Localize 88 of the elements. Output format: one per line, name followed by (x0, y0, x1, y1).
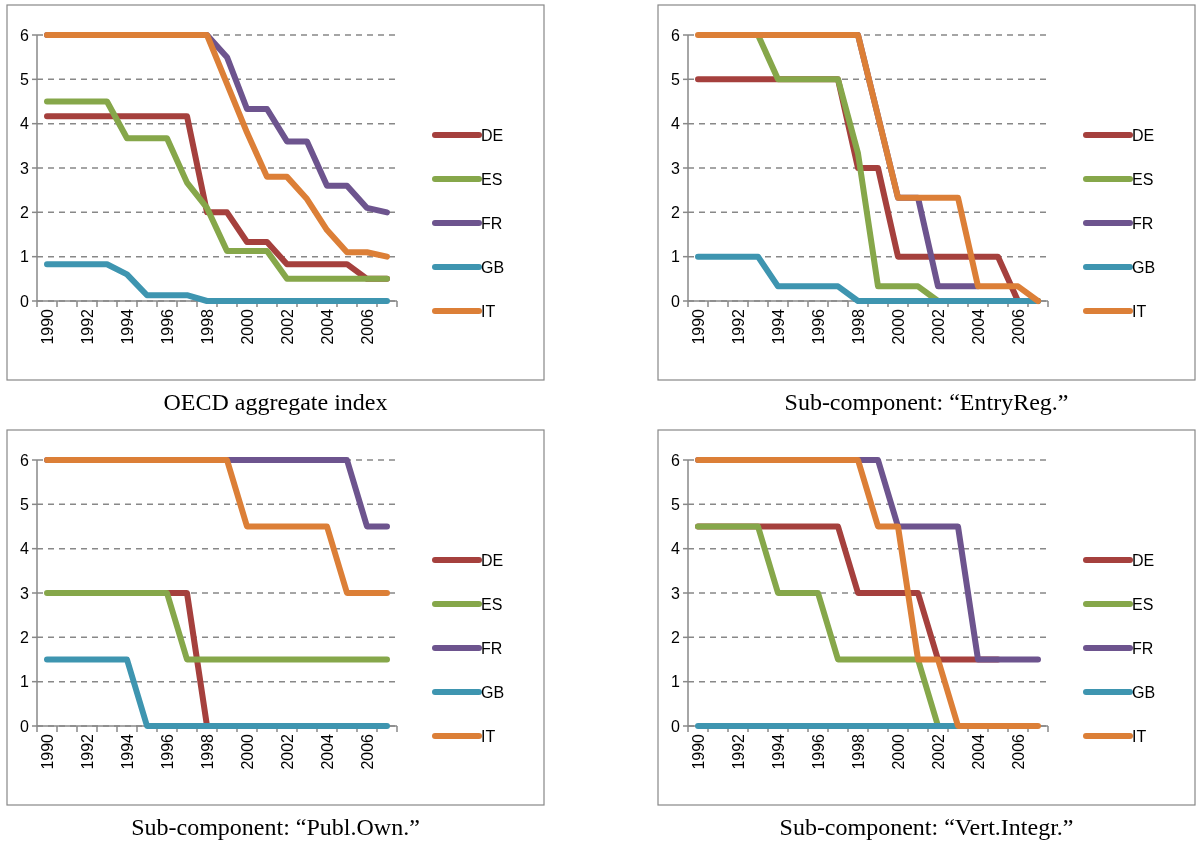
y-tick-label: 1 (671, 248, 681, 266)
x-tick-label: 1994 (769, 733, 787, 770)
legend-label: ES (1132, 595, 1154, 613)
x-tick-label: 1994 (118, 733, 136, 770)
x-tick-label: 1992 (729, 733, 747, 770)
x-tick-label: 2002 (929, 308, 947, 345)
x-tick-label: 1994 (118, 308, 136, 345)
legend-label: GB (1132, 258, 1156, 276)
y-tick-label: 6 (671, 26, 681, 44)
x-tick-label: 1992 (78, 308, 96, 345)
x-tick-label: 2000 (889, 733, 907, 770)
y-tick-label: 0 (671, 292, 681, 310)
legend-label: IT (481, 302, 496, 320)
x-tick-label: 2002 (278, 733, 296, 770)
x-tick-label: 2004 (969, 308, 987, 345)
legend-label: IT (1132, 302, 1147, 320)
x-tick-label: 2002 (278, 308, 296, 345)
y-tick-label: 5 (20, 495, 30, 513)
x-tick-label: 1994 (769, 308, 787, 345)
x-tick-label: 2006 (1009, 308, 1027, 345)
legend-label: GB (481, 683, 505, 701)
x-tick-label: 1990 (689, 308, 707, 345)
y-tick-label: 6 (20, 26, 30, 44)
legend-label: GB (481, 258, 505, 276)
x-tick-label: 1998 (198, 308, 216, 345)
legend-label: DE (1132, 126, 1155, 144)
x-tick-label: 1998 (198, 733, 216, 770)
y-tick-label: 5 (20, 70, 30, 88)
x-tick-label: 2000 (889, 308, 907, 345)
legend-label: ES (1132, 170, 1154, 188)
y-tick-label: 3 (671, 159, 681, 177)
y-tick-label: 2 (671, 628, 681, 646)
legend-label: DE (1132, 551, 1155, 569)
x-tick-label: 1996 (809, 733, 827, 770)
y-tick-label: 0 (20, 292, 30, 310)
x-tick-label: 2000 (238, 308, 256, 345)
y-tick-label: 4 (20, 115, 30, 133)
y-tick-label: 1 (671, 673, 681, 691)
legend-label: FR (1132, 214, 1154, 232)
legend-label: IT (1132, 727, 1147, 745)
y-tick-label: 5 (671, 70, 681, 88)
x-tick-label: 1990 (38, 733, 56, 770)
x-tick-label: 1990 (38, 308, 56, 345)
x-tick-label: 2006 (358, 308, 376, 345)
y-tick-label: 2 (671, 203, 681, 221)
text: Sub-component: “Vert.Integr.” (779, 814, 1074, 840)
text: Sub-component: “Publ.Own.” (131, 814, 420, 840)
text: OECD aggregate index (163, 389, 388, 415)
y-tick-label: 0 (671, 717, 681, 735)
x-tick-label: 1998 (849, 308, 867, 345)
y-tick-label: 4 (20, 540, 30, 558)
y-tick-label: 4 (671, 115, 681, 133)
legend-label: FR (1132, 639, 1154, 657)
y-tick-label: 5 (671, 495, 681, 513)
x-tick-label: 1990 (689, 733, 707, 770)
legend-label: DE (481, 551, 504, 569)
y-tick-label: 0 (20, 717, 30, 735)
x-tick-label: 2004 (318, 733, 336, 770)
x-tick-label: 2004 (969, 733, 987, 770)
y-tick-label: 3 (20, 159, 30, 177)
x-tick-label: 2006 (358, 733, 376, 770)
x-tick-label: 2000 (238, 733, 256, 770)
x-tick-label: 1998 (849, 733, 867, 770)
x-tick-label: 1996 (158, 733, 176, 770)
x-tick-label: 1996 (158, 308, 176, 345)
x-tick-label: 1992 (78, 733, 96, 770)
x-tick-label: 1992 (729, 308, 747, 345)
legend-label: DE (481, 126, 504, 144)
y-tick-label: 2 (20, 203, 30, 221)
legend-label: IT (481, 727, 496, 745)
y-tick-label: 6 (20, 451, 30, 469)
legend-label: FR (481, 639, 503, 657)
legend-label: GB (1132, 683, 1156, 701)
y-tick-label: 6 (671, 451, 681, 469)
legend-label: ES (481, 170, 503, 188)
x-tick-label: 1996 (809, 308, 827, 345)
x-tick-label: 2004 (318, 308, 336, 345)
text: Sub-component: “EntryReg.” (784, 389, 1069, 415)
y-tick-label: 3 (671, 584, 681, 602)
y-tick-label: 4 (671, 540, 681, 558)
y-tick-label: 1 (20, 673, 30, 691)
legend-label: FR (481, 214, 503, 232)
x-tick-label: 2006 (1009, 733, 1027, 770)
legend-label: ES (481, 595, 503, 613)
y-tick-label: 1 (20, 248, 30, 266)
x-tick-label: 2002 (929, 733, 947, 770)
y-tick-label: 3 (20, 584, 30, 602)
y-tick-label: 2 (20, 628, 30, 646)
